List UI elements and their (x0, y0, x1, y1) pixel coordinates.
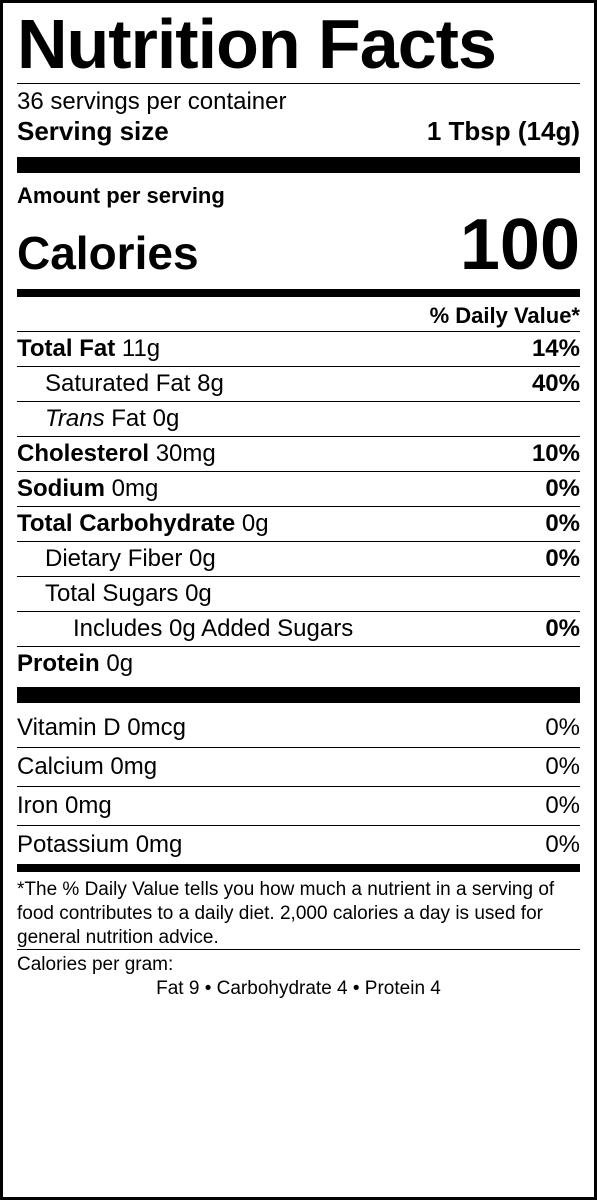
vitamin-dv: 0% (545, 714, 580, 742)
nutrient-name: Saturated Fat 8g (17, 370, 224, 398)
row-sat-fat: Saturated Fat 8g 40% (17, 366, 580, 401)
nutrient-name: Total Sugars 0g (17, 580, 212, 608)
nutrient-name: Sodium 0mg (17, 475, 158, 503)
row-vitd: Vitamin D 0mcg 0% (17, 709, 580, 747)
row-potassium: Potassium 0mg 0% (17, 825, 580, 864)
nutrient-dv: 0% (545, 545, 580, 573)
row-carb: Total Carbohydrate 0g 0% (17, 506, 580, 541)
row-sodium: Sodium 0mg 0% (17, 471, 580, 506)
nutrient-dv: 0% (545, 615, 580, 643)
row-protein: Protein 0g (17, 646, 580, 681)
nutrient-name: Total Fat 11g (17, 335, 160, 363)
nutrient-dv: 14% (532, 335, 580, 363)
cpg-values: Fat 9 • Carbohydrate 4 • Protein 4 (17, 976, 580, 1000)
nutrient-name: Cholesterol 30mg (17, 440, 216, 468)
vitamin-dv: 0% (545, 792, 580, 820)
footnote: *The % Daily Value tells you how much a … (17, 864, 580, 949)
nutrition-label: Nutrition Facts 36 servings per containe… (0, 0, 597, 1200)
nutrient-name: Total Carbohydrate 0g (17, 510, 269, 538)
vitamin-name: Vitamin D 0mcg (17, 714, 186, 742)
calories-per-gram: Calories per gram: Fat 9 • Carbohydrate … (17, 949, 580, 1000)
nutrient-name: Trans Fat 0g (17, 405, 179, 433)
vitamin-name: Calcium 0mg (17, 753, 157, 781)
nutrient-name: Dietary Fiber 0g (17, 545, 216, 573)
vitamin-name: Iron 0mg (17, 792, 112, 820)
vitamin-name: Potassium 0mg (17, 831, 182, 859)
title: Nutrition Facts (17, 9, 580, 81)
nutrient-dv: 0% (545, 475, 580, 503)
divider-thick (17, 687, 580, 703)
row-calcium: Calcium 0mg 0% (17, 747, 580, 786)
calories-value: 100 (460, 209, 580, 281)
serving-size-row: Serving size 1 Tbsp (14g) (17, 116, 580, 151)
nutrient-name: Protein 0g (17, 650, 133, 678)
row-sugars: Total Sugars 0g (17, 576, 580, 611)
cpg-label: Calories per gram: (17, 954, 580, 976)
nutrient-name: Includes 0g Added Sugars (17, 615, 353, 643)
servings-per-container: 36 servings per container (17, 86, 580, 116)
vitamin-dv: 0% (545, 753, 580, 781)
serving-size-value: 1 Tbsp (14g) (427, 116, 580, 147)
row-iron: Iron 0mg 0% (17, 786, 580, 825)
row-added-sugars: Includes 0g Added Sugars 0% (17, 611, 580, 646)
row-fiber: Dietary Fiber 0g 0% (17, 541, 580, 576)
calories-row: Calories 100 (17, 209, 580, 285)
calories-label: Calories (17, 226, 199, 280)
row-cholesterol: Cholesterol 30mg 10% (17, 436, 580, 471)
dv-header: % Daily Value* (17, 301, 580, 331)
divider-med (17, 289, 580, 297)
row-trans-fat: Trans Fat 0g (17, 401, 580, 436)
vitamin-dv: 0% (545, 831, 580, 859)
row-total-fat: Total Fat 11g 14% (17, 331, 580, 366)
nutrient-dv: 0% (545, 510, 580, 538)
nutrient-dv: 10% (532, 440, 580, 468)
nutrient-dv: 40% (532, 370, 580, 398)
serving-size-label: Serving size (17, 116, 169, 147)
divider-thick (17, 157, 580, 173)
divider (17, 83, 580, 84)
